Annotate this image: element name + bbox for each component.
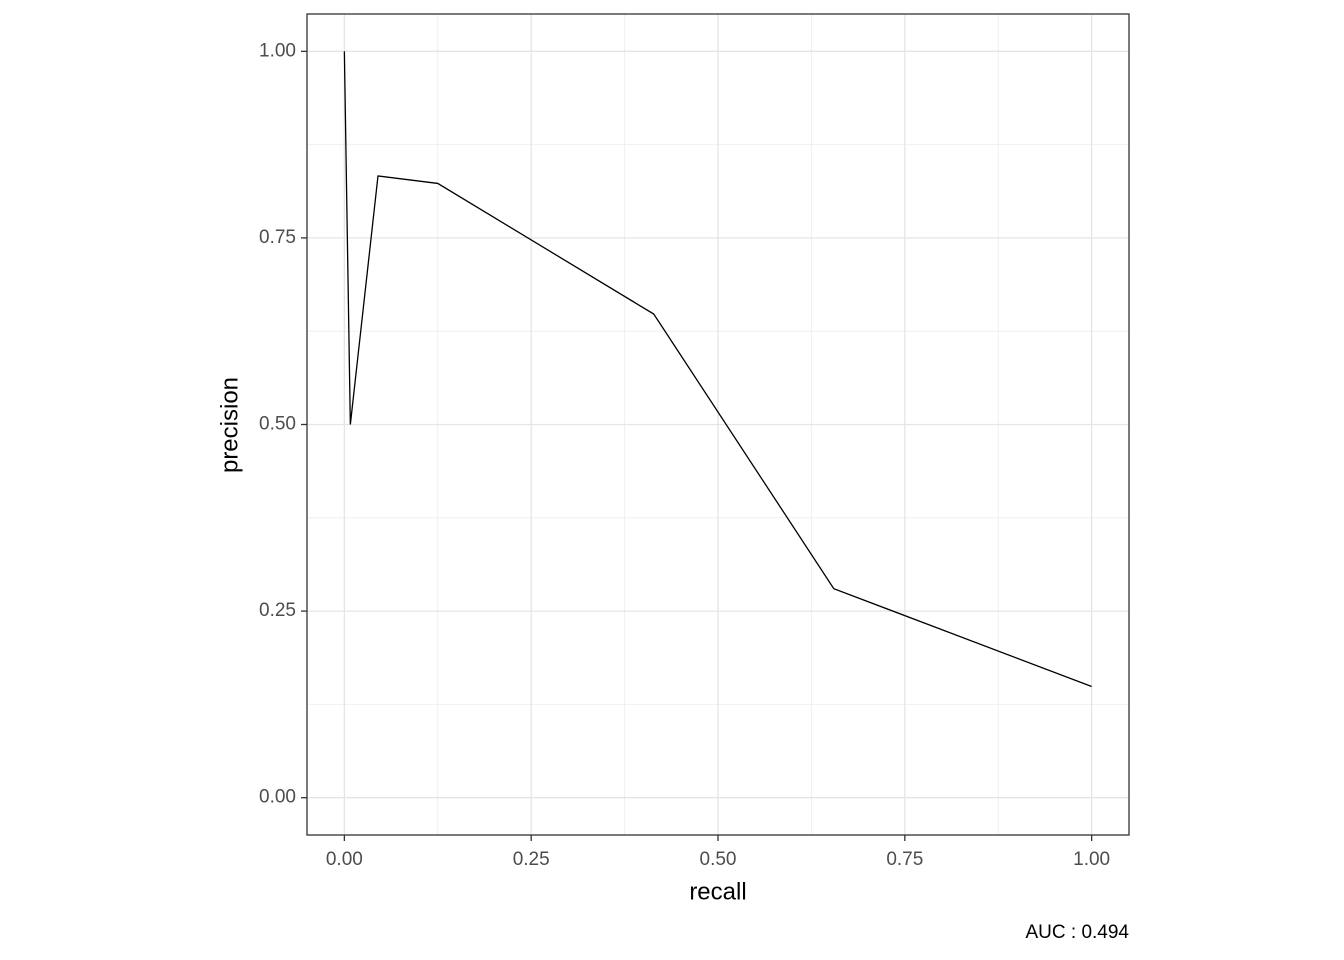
- x-tick-label: 0.00: [326, 849, 363, 870]
- caption: AUC : 0.494: [1026, 922, 1130, 943]
- grid: [307, 14, 1129, 835]
- x-axis-title: recall: [689, 878, 746, 905]
- y-tick-label: 0.00: [259, 787, 296, 808]
- line: [343, 51, 1092, 688]
- y-tick-label: 0.25: [259, 600, 296, 621]
- x-tick-label: 0.25: [513, 849, 550, 870]
- y-tick-label: 0.50: [259, 414, 296, 435]
- x-tick-label: 1.00: [1073, 849, 1110, 870]
- plot-marks: [343, 51, 1092, 688]
- y-tick-label: 0.75: [259, 227, 296, 248]
- x-tick-label: 0.75: [886, 849, 923, 870]
- y-tick-label: 1.00: [259, 40, 296, 61]
- x-tick-label: 0.50: [700, 849, 737, 870]
- y-axis-title: precision: [216, 377, 243, 473]
